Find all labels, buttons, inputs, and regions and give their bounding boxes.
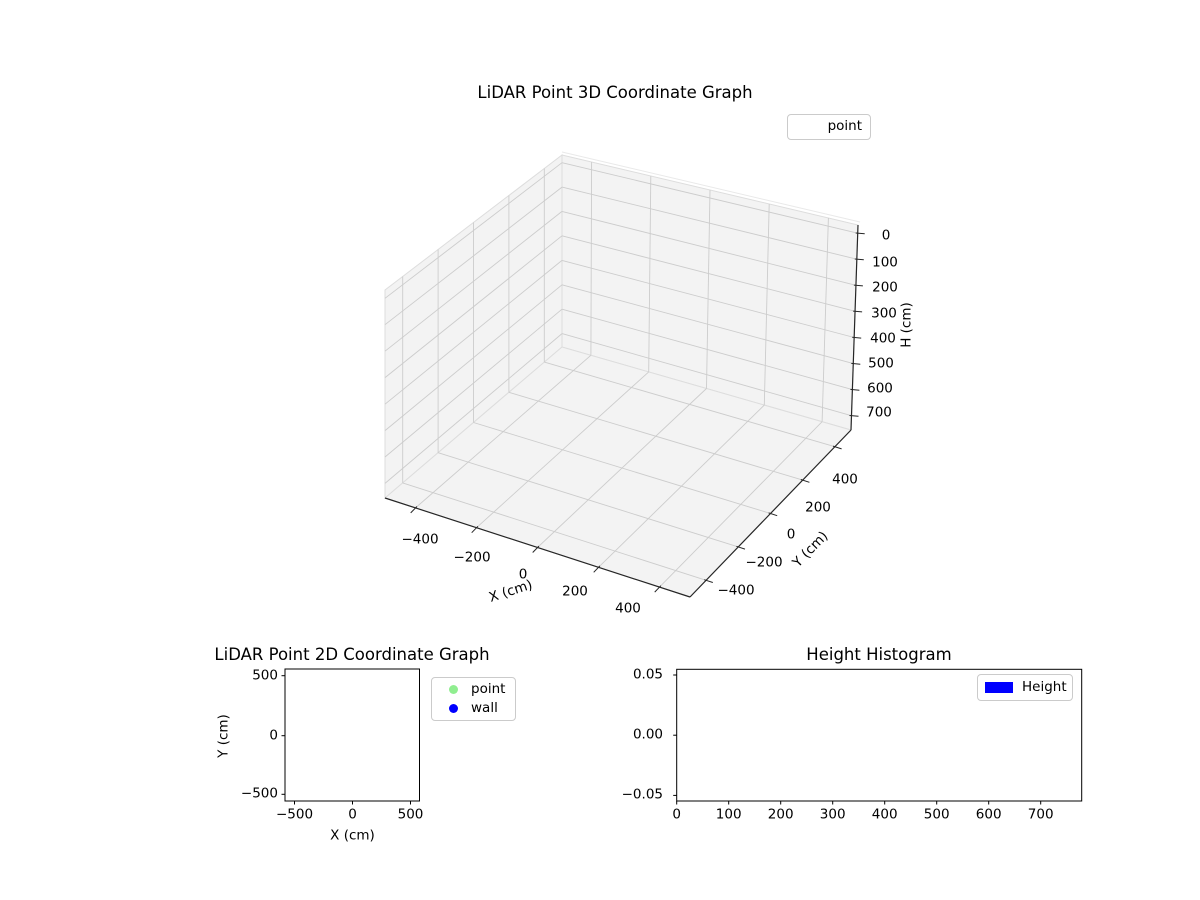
plot2d-x-tick-label: 0 [348, 805, 357, 822]
gridline [508, 391, 803, 481]
plot2d-y-axis-label: Y (cm) [215, 713, 232, 758]
gridline [384, 211, 563, 352]
plot3d-x-tick-label: 200 [562, 583, 588, 600]
tick-mark [800, 479, 810, 483]
plot3d-x-tick-label: 0 [518, 566, 528, 583]
hist-title: Height Histogram [806, 644, 952, 664]
tick-mark [855, 232, 865, 235]
hist-x-tick-label: 0 [672, 805, 681, 822]
plot3d-y-tick-label: 0 [786, 526, 796, 543]
hist-x-tick-label: 700 [1027, 805, 1054, 822]
hist-x-tick-label: 200 [767, 805, 794, 822]
plot2d-y-tick-label: 0 [269, 726, 278, 743]
plot3d-z-tick-label: 600 [867, 380, 893, 397]
gridline [384, 162, 563, 299]
plot3d-z-tick-label: 100 [872, 254, 898, 271]
plot2d-legend-point-label: point [471, 681, 506, 697]
gridline [384, 333, 563, 484]
plot3d-z-tick-label: 700 [866, 404, 892, 421]
gridline [437, 452, 739, 548]
plot3d-z-tick-label: 200 [872, 279, 898, 296]
gridline [561, 259, 855, 338]
plot2d-y-tick-label: 500 [252, 666, 278, 683]
tick-mark [854, 258, 864, 261]
tick-mark [768, 512, 778, 517]
gridline [384, 186, 563, 326]
plot3d-z-tick-label: 0 [881, 227, 891, 244]
plot3d-grid [384, 161, 858, 588]
hist-y-tick-label: −0.05 [621, 786, 663, 803]
hist-y-tick-label: 0.05 [632, 666, 663, 683]
tick-mark [832, 445, 842, 450]
tick-mark [853, 310, 863, 313]
plot3d-top-pane-edge [561, 151, 861, 223]
plot2d-y-tick-label: −500 [240, 785, 278, 802]
wall-marker-icon [449, 703, 458, 713]
plot3d-x-tick-label: −400 [401, 531, 439, 548]
plot2d-x-tick-label: 500 [397, 805, 424, 822]
hist-y-tick-label: 0.00 [632, 726, 663, 743]
plot2d-x-axis-label: X (cm) [330, 826, 375, 843]
plot3d-ticks [410, 232, 865, 593]
plot3d-y-tick-label: 400 [832, 471, 858, 488]
plot3d-z-tick-label: 400 [870, 330, 896, 347]
tick-mark [654, 585, 662, 593]
gridline [384, 284, 563, 431]
plot2d-legend-row-wall: wall [449, 699, 515, 716]
plot3d-x-tick-label: −200 [453, 549, 491, 566]
plot3d-y-tick-label: −400 [717, 582, 755, 599]
hist-x-tick-label: 500 [923, 805, 950, 822]
plot3d-z-axis-label: H (cm) [898, 302, 915, 348]
hist-x-tick-label: 400 [871, 805, 898, 822]
gridline [561, 333, 852, 417]
plot2d-legend-wall-label: wall [471, 699, 498, 716]
plot3d-legend: point [787, 114, 871, 140]
tick-mark [593, 565, 601, 573]
plot3d-z-tick-label: 500 [868, 355, 894, 372]
plot3d-x-tick-label: 400 [615, 600, 641, 617]
hist-legend: Height [977, 674, 1073, 701]
point-marker-icon [449, 685, 458, 695]
plot2d-legend: point wall [431, 677, 516, 721]
gridline [544, 361, 836, 448]
tick-mark [736, 545, 746, 550]
plot3d-legend-point-label: point [827, 118, 862, 135]
hist-x-tick-label: 100 [715, 805, 742, 822]
gridline [384, 235, 563, 378]
plot2d-axes-frame [284, 668, 420, 802]
tick-mark [850, 388, 860, 391]
gridline [561, 284, 854, 365]
tick-mark [851, 362, 861, 365]
tick-mark [532, 545, 540, 553]
plot2d-x-tick-label: −500 [275, 805, 314, 822]
height-bar-swatch-icon [985, 682, 1013, 693]
gridline [561, 308, 853, 391]
gridline [561, 186, 857, 260]
gridline [402, 482, 707, 581]
plot3d-y-tick-label: 200 [805, 499, 831, 516]
gridline [561, 235, 856, 312]
tick-mark [704, 579, 713, 583]
gridline [384, 260, 563, 405]
hist-x-tick-label: 600 [975, 805, 1002, 822]
plot3d-title: LiDAR Point 3D Coordinate Graph [477, 82, 753, 102]
hist-x-tick-label: 300 [819, 805, 846, 822]
plot2d-title: LiDAR Point 2D Coordinate Graph [214, 644, 490, 664]
gridline [561, 162, 858, 234]
hist-legend-height-label: Height [1022, 678, 1067, 695]
tick-mark [852, 336, 862, 339]
tick-mark [410, 506, 418, 514]
gridline [473, 422, 771, 514]
plot2d-axes [281, 668, 420, 805]
plot3d-z-tick-label: 300 [871, 305, 897, 322]
gridline [384, 308, 563, 458]
plot2d-legend-row-point: point [449, 681, 515, 697]
tick-mark [849, 415, 859, 417]
plot3d-y-tick-label: −200 [745, 554, 783, 571]
tick-mark [471, 525, 479, 534]
gridline [561, 210, 857, 286]
tick-mark [853, 284, 863, 287]
